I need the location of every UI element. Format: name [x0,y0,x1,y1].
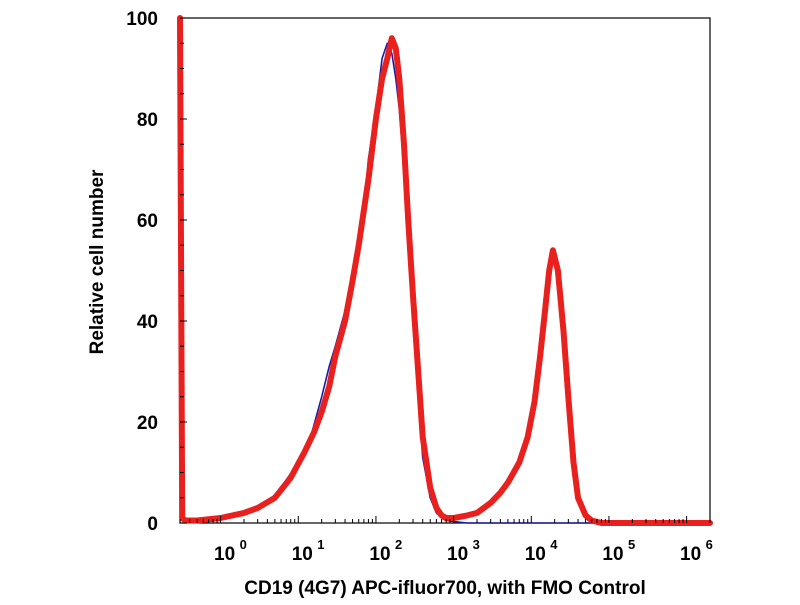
y-tick-label: 40 [137,312,158,333]
x-tick-exponent: 4 [550,537,558,552]
x-tick-label: 10 [369,544,390,565]
y-tick-label: 60 [137,211,158,232]
series-line-1 [179,17,711,524]
x-tick-label: 10 [602,544,623,565]
y-tick-label: 0 [147,514,158,535]
y-tick-label: 100 [126,9,158,30]
plot-frame [179,17,711,524]
y-tick-label: 80 [137,110,158,131]
x-tick-exponent: 2 [395,537,402,552]
x-tick-exponent: 6 [706,537,713,552]
x-axis: 10 0 10 1 10 2 10 3 10 4 10 5 10 6 [179,516,713,565]
series-line-2 [177,15,713,526]
x-tick-exponent: 5 [628,537,635,552]
x-tick-label: 10 [525,544,546,565]
y-axis-title: Relative cell number [87,169,108,354]
x-tick-label: 10 [214,544,235,565]
y-axis: 0 20 40 60 80 100 [126,9,187,535]
x-tick-label: 10 [447,544,468,565]
x-tick-label: 10 [292,544,313,565]
y-tick-label: 20 [137,413,158,434]
x-tick-exponent: 0 [240,537,247,552]
series-layer [177,15,713,526]
x-tick-exponent: 3 [473,537,480,552]
x-axis-title: CD19 (4G7) APC-ifluor700, with FMO Contr… [244,578,646,599]
plot-area-border [179,17,711,524]
x-tick-label: 10 [680,544,701,565]
x-tick-exponent: 1 [317,537,324,552]
